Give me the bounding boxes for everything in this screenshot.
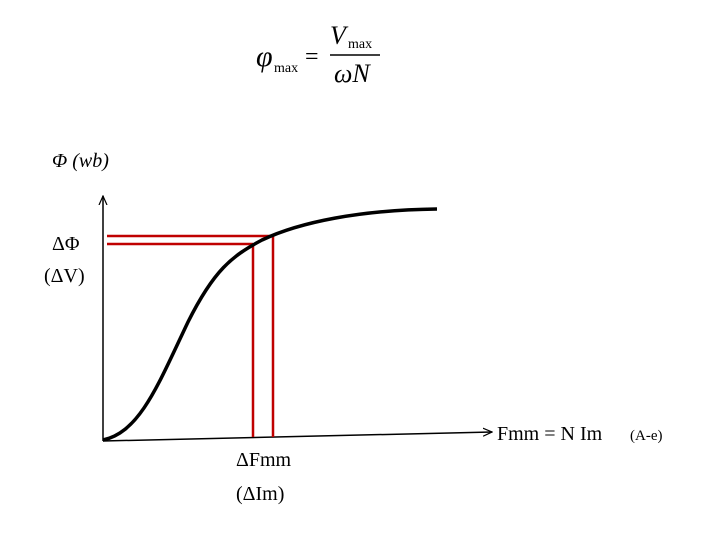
formula-lhs-sub: max bbox=[274, 61, 298, 76]
x-axis bbox=[102, 432, 492, 442]
delta-v-label: (ΔV) bbox=[44, 265, 85, 287]
delta-im-label: (ΔIm) bbox=[236, 483, 284, 505]
y-axis-label: Φ (wb) bbox=[52, 150, 109, 172]
delta-fmm-label: ΔFmm bbox=[236, 449, 292, 471]
x-axis-label: Fmm = N Im bbox=[497, 423, 603, 445]
formula-lhs: φ bbox=[256, 40, 273, 73]
formula-numerator: V bbox=[330, 21, 349, 50]
magnetization-curve bbox=[102, 207, 438, 442]
guide-lines bbox=[107, 234, 275, 437]
delta-phi-label: ΔΦ bbox=[52, 233, 80, 255]
x-axis-unit: (A-e) bbox=[630, 428, 662, 444]
formula-equals: = bbox=[305, 44, 319, 70]
formula-denominator: ωN bbox=[334, 59, 371, 88]
formula-numerator-sub: max bbox=[348, 37, 372, 52]
